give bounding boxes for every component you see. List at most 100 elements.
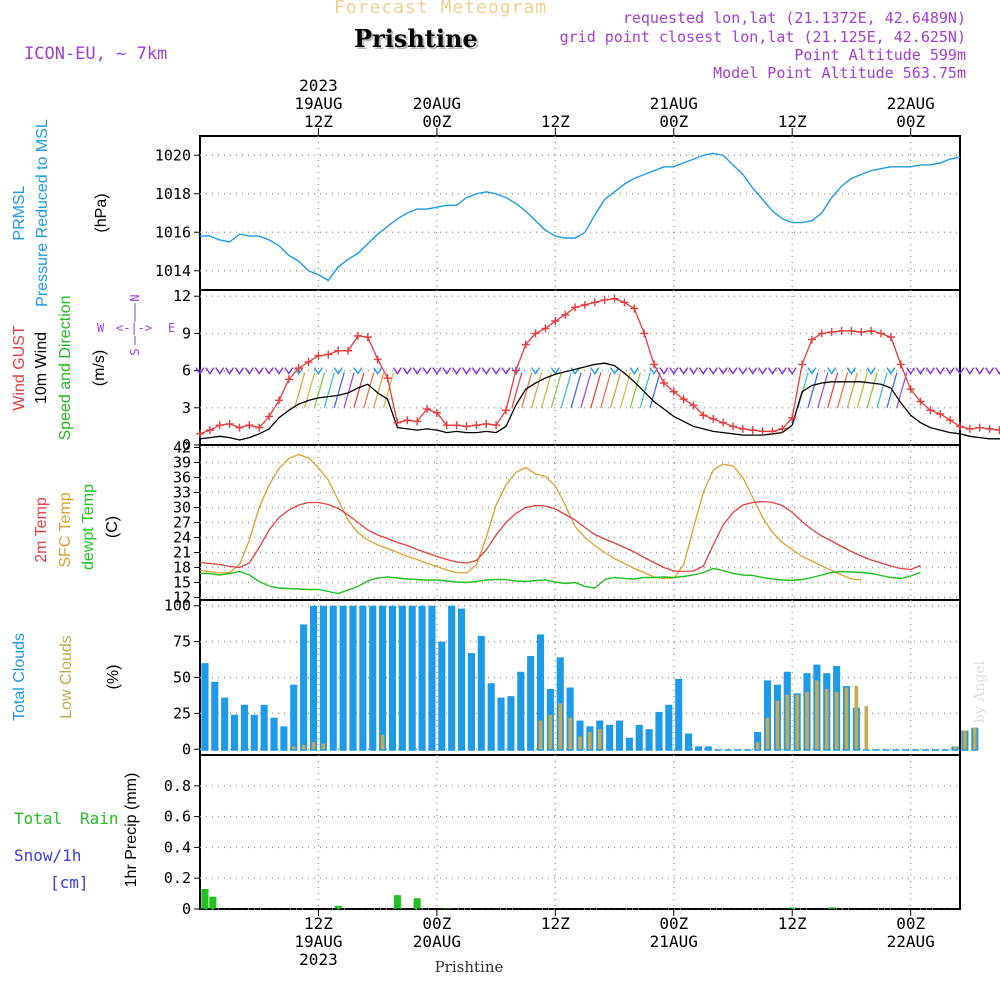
location-title: Prishtine [354, 24, 478, 53]
precip-unit: 1hr Precip (mm) [123, 773, 140, 888]
total-cloud-bar [428, 605, 436, 751]
wind-direction-barb [521, 372, 533, 408]
total-cloud-bar [359, 605, 367, 751]
wind-direction-arrow [935, 367, 945, 375]
low-cloud-bar [755, 742, 760, 750]
low-cloud-bar [973, 727, 977, 750]
total-cloud-bar [744, 749, 752, 751]
grid-coords: grid point closest lon,lat (21.125E, 42.… [559, 28, 966, 46]
wind-gust-label: Wind GUST [11, 325, 28, 411]
low-cloud-bar [805, 691, 809, 750]
wind-direction-arrow [254, 367, 264, 375]
pressure-ytick-label: 1020 [155, 146, 191, 164]
wind-direction-barb [333, 372, 345, 408]
wind-direction-barb [323, 372, 335, 408]
wind-gust-marker [373, 355, 382, 364]
wind-direction-arrow [244, 367, 254, 375]
bottom-time-label: 20AUG [413, 932, 461, 951]
wind-gust-marker [610, 294, 619, 303]
t2m-label: 2m Temp [33, 497, 50, 563]
watermark: by Angel [972, 660, 988, 723]
total-cloud-bar [912, 749, 920, 751]
wind-gust-marker [906, 385, 915, 394]
total-cloud-bar [714, 749, 722, 751]
wind-gust-marker [600, 295, 609, 304]
total-cloud-bar [734, 749, 742, 751]
total-cloud-bar [892, 749, 900, 751]
model-label: ICON-EU, ~ 7km [24, 44, 168, 64]
pressure-ytick-label: 1014 [155, 262, 191, 280]
wind-gust-marker [965, 424, 974, 433]
total-cloud-bar [872, 749, 880, 751]
total-cloud-bar [260, 704, 268, 751]
wind-gust-marker [956, 422, 964, 431]
total-cloud-bar [369, 605, 377, 751]
wind-direction-arrow [866, 367, 876, 375]
wind-direction-barb [363, 372, 375, 408]
wind-gust-marker [353, 331, 362, 340]
forecast-title: Forecast Meteogram [334, 0, 548, 18]
total-cloud-bar [536, 634, 545, 751]
wind-gust-marker [580, 300, 589, 309]
bottom-time-label: 22AUG [887, 932, 935, 951]
wind-direction-arrow [284, 367, 294, 375]
wind-gust-marker [393, 418, 402, 427]
wind-direction-arrow [985, 367, 995, 375]
wind-gust-marker [748, 426, 757, 435]
wind-gust-marker [225, 419, 234, 428]
wind-gust-marker [926, 406, 935, 415]
wind-ytick-label: 3 [182, 399, 191, 417]
wind-direction-arrow [659, 367, 669, 375]
wind-direction-barb [827, 372, 839, 408]
top-time-label: 12Z [778, 112, 807, 131]
wind-direction-barb [609, 372, 622, 408]
wind-gust-marker [798, 360, 807, 369]
wind-direction-arrow [787, 367, 797, 375]
total-cloud-bar [527, 655, 535, 751]
wind-gust-marker [452, 421, 461, 430]
wind-direction-arrow [412, 367, 422, 375]
wind-gust-marker [472, 421, 481, 430]
wind-ytick-label: 12 [173, 287, 191, 305]
precip-ytick-label: 0.2 [164, 869, 191, 887]
total-cloud-bar [704, 746, 712, 751]
wind-direction-arrow [333, 367, 343, 375]
dewpoint-line [200, 567, 921, 595]
wind-gust-marker [719, 418, 728, 427]
wind-gust-marker [274, 396, 283, 405]
low-cloud-bar [291, 746, 296, 750]
wind-gust-marker [521, 340, 530, 349]
top-time-label: 12Z [304, 112, 333, 131]
wind-direction-barb [649, 372, 661, 408]
wind-gust-marker [728, 422, 737, 431]
low-cloud-bar [815, 680, 819, 750]
wind-gust-marker [896, 360, 905, 369]
low-cloud-bar [380, 734, 385, 750]
wind-gust-marker [669, 387, 678, 396]
wind-gust-marker [413, 417, 422, 426]
wind-direction-barb [817, 372, 829, 408]
total-cloud-bar [211, 681, 219, 751]
top-time-label: 22AUG [887, 94, 935, 113]
rain-bar [413, 898, 421, 909]
wind-gust-marker [817, 329, 826, 338]
total-cloud-bar [645, 729, 653, 751]
low-cloud-bar [844, 687, 849, 750]
bottom-location-label: Prishtine [435, 958, 504, 976]
wind-direction-arrow [718, 367, 728, 375]
wind-direction-arrow [698, 367, 708, 375]
temp-ytick-label: 27 [173, 514, 191, 532]
temp-ytick-label: 21 [173, 544, 191, 562]
total-cloud-bar [724, 749, 732, 751]
low-cloud-bar [558, 703, 563, 750]
low-cloud-bar [578, 736, 582, 750]
pressure-ytick-label: 1018 [155, 185, 191, 203]
wind-direction-barb [313, 372, 326, 408]
wind-gust-marker [768, 427, 777, 436]
wind-direction-barb [896, 372, 908, 408]
wind-direction-arrow [925, 367, 935, 375]
rain-bar [209, 896, 217, 909]
low-cloud-bar [795, 694, 799, 750]
wind-direction-arrow [846, 367, 857, 375]
precip-snow-label: Snow/1h [14, 846, 81, 865]
